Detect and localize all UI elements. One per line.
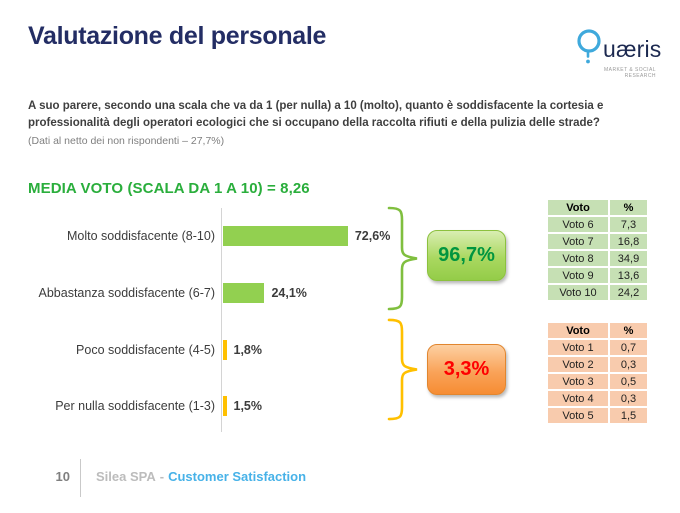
low-votes-table: Voto % Voto 1 0,7 Voto 2 0,3 Voto 3 0,5 …	[546, 321, 649, 425]
table-row: Voto 7 16,8	[548, 234, 647, 249]
bar-molto-soddisfacente	[223, 226, 348, 246]
logo-tagline: MARKET & SOCIAL RESEARCH	[604, 67, 656, 79]
table-row: Voto 1 0,7	[548, 340, 647, 355]
page-title: Valutazione del personale	[28, 22, 327, 50]
pct-cell: 0,7	[610, 340, 647, 355]
vote-cell: Voto 1	[548, 340, 608, 355]
bar-row-per-nulla: Per nulla soddisfacente (1-3) 1,5%	[28, 396, 262, 416]
table-row: Voto 8 34,9	[548, 251, 647, 266]
pct-cell: 0,3	[610, 357, 647, 372]
bar-per-nulla-soddisfacente	[223, 396, 227, 416]
vote-cell: Voto 2	[548, 357, 608, 372]
pct-cell: 34,9	[610, 251, 647, 266]
green-brace-icon	[387, 206, 418, 311]
bar-poco-soddisfacente	[223, 340, 227, 360]
pct-cell: 0,5	[610, 374, 647, 389]
satisfied-total-badge: 96,7%	[427, 230, 506, 281]
vote-cell: Voto 7	[548, 234, 608, 249]
table-row: Voto 6 7,3	[548, 217, 647, 232]
table-row: Voto 10 24,2	[548, 285, 647, 300]
logo-name-text: uæris	[603, 35, 662, 62]
footer-separator: -	[159, 469, 165, 484]
vote-cell: Voto 10	[548, 285, 608, 300]
pct-cell: 1,5	[610, 408, 647, 423]
bar-category-label: Abbastanza soddisfacente (6-7)	[38, 286, 216, 300]
bar-category-label: Molto soddisfacente (8-10)	[67, 229, 215, 243]
table-header-row: Voto %	[548, 323, 647, 338]
question-text: A suo parere, secondo una scala che va d…	[28, 100, 604, 130]
quaeris-q-icon	[576, 28, 602, 70]
pct-cell: 13,6	[610, 268, 647, 283]
bar-category-label: Per nulla soddisfacente (1-3)	[55, 399, 215, 413]
page-number: 10	[55, 469, 70, 484]
vote-cell: Voto 8	[548, 251, 608, 266]
vote-cell: Voto 9	[548, 268, 608, 283]
header-cell: %	[610, 200, 647, 215]
bar-row-abbastanza: Abbastanza soddisfacente (6-7) 24,1%	[28, 283, 307, 303]
header-cell: %	[610, 323, 647, 338]
bar-row-molto: Molto soddisfacente (8-10) 72,6%	[28, 226, 390, 246]
table-row: Voto 2 0,3	[548, 357, 647, 372]
table-header-row: Voto %	[548, 200, 647, 215]
footer-divider	[80, 459, 81, 497]
unsatisfied-total-badge: 3,3%	[427, 344, 506, 395]
question-block: A suo parere, secondo una scala che va d…	[28, 98, 660, 149]
vote-cell: Voto 6	[548, 217, 608, 232]
pct-cell: 7,3	[610, 217, 647, 232]
vote-cell: Voto 3	[548, 374, 608, 389]
header-cell: Voto	[548, 323, 608, 338]
pct-cell: 24,2	[610, 285, 647, 300]
bar-value-label: 24,1%	[271, 286, 307, 300]
bar-abbastanza-soddisfacente	[223, 283, 265, 303]
footer-report: Customer Satisfaction	[168, 469, 307, 484]
media-voto-heading: MEDIA VOTO (SCALA DA 1 A 10) = 8,26	[28, 180, 310, 197]
bar-value-label: 72,6%	[354, 229, 391, 243]
bar-category-label: Poco soddisfacente (4-5)	[76, 343, 215, 357]
quaeris-logo: uæris MARKET & SOCIAL RESEARCH	[576, 28, 661, 79]
footer-text: Silea SPA - Customer Satisfaction	[96, 469, 306, 484]
bar-row-poco: Poco soddisfacente (4-5) 1,8%	[28, 340, 262, 360]
vote-cell: Voto 5	[548, 408, 608, 423]
table-row: Voto 9 13,6	[548, 268, 647, 283]
pct-cell: 0,3	[610, 391, 647, 406]
bar-value-label: 1,8%	[233, 343, 263, 357]
table-row: Voto 4 0,3	[548, 391, 647, 406]
high-votes-table: Voto % Voto 6 7,3 Voto 7 16,8 Voto 8 34,…	[546, 198, 649, 302]
orange-brace-icon	[387, 318, 418, 421]
pct-cell: 16,8	[610, 234, 647, 249]
header-cell: Voto	[548, 200, 608, 215]
table-row: Voto 5 1,5	[548, 408, 647, 423]
footer-client: Silea SPA	[96, 469, 156, 484]
vote-cell: Voto 4	[548, 391, 608, 406]
bar-value-label: 1,5%	[233, 399, 263, 413]
chart-axis	[221, 208, 222, 432]
question-note: (Dati al netto dei non rispondenti – 27,…	[28, 134, 225, 147]
table-row: Voto 3 0,5	[548, 374, 647, 389]
